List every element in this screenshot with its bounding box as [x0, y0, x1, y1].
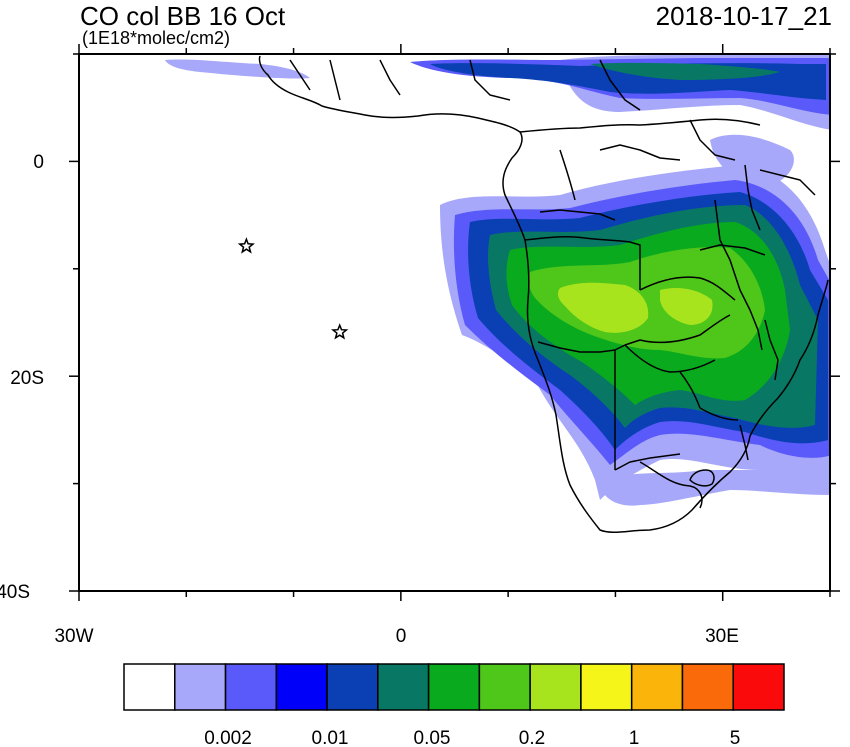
colorbar-swatch-4	[326, 663, 379, 711]
lon-label-0: 0	[396, 626, 407, 647]
colorbar-swatch-10	[630, 663, 684, 711]
lat-label-40s: 40S	[0, 582, 30, 603]
colorbar-label-1: 1	[629, 728, 640, 747]
valid-time: 2018-10-17_21	[655, 1, 832, 31]
colorbar-label-0.002: 0.002	[204, 728, 252, 747]
colorbar-swatch-3	[275, 663, 328, 711]
map-title: CO col BB 16 Oct	[80, 1, 286, 31]
star-marker-1	[237, 237, 255, 254]
colorbar-label-0.05: 0.05	[414, 728, 451, 747]
colorbar-label-0.01: 0.01	[312, 728, 349, 747]
axis-ticks	[69, 44, 840, 601]
co-field	[165, 55, 830, 506]
colorbar-swatch-0	[123, 663, 176, 711]
colorbar-swatch-2	[224, 663, 278, 711]
colorbar-swatch-6	[427, 663, 481, 711]
colorbar-swatch-5	[377, 663, 430, 711]
lat-label-20s: 20S	[10, 368, 44, 389]
map-coastlines	[258, 55, 829, 533]
lon-label-30e: 30E	[705, 626, 739, 647]
colorbar	[123, 663, 785, 711]
map-units: (1E18*molec/cm2)	[82, 28, 231, 48]
map-frame	[78, 53, 831, 592]
colorbar-swatch-9	[580, 663, 633, 711]
colorbar-label-5: 5	[730, 728, 741, 747]
colorbar-swatch-11	[681, 663, 734, 711]
colorbar-swatch-1	[174, 663, 227, 711]
lat-label-0: 0	[33, 152, 44, 173]
colorbar-swatch-8	[529, 663, 582, 711]
markers	[237, 237, 349, 340]
star-marker-2	[331, 323, 349, 340]
colorbar-swatch-12	[732, 663, 785, 711]
colorbar-label-0.2: 0.2	[519, 728, 545, 747]
colorbar-swatch-7	[478, 663, 531, 711]
lon-label-30w: 30W	[54, 626, 93, 647]
